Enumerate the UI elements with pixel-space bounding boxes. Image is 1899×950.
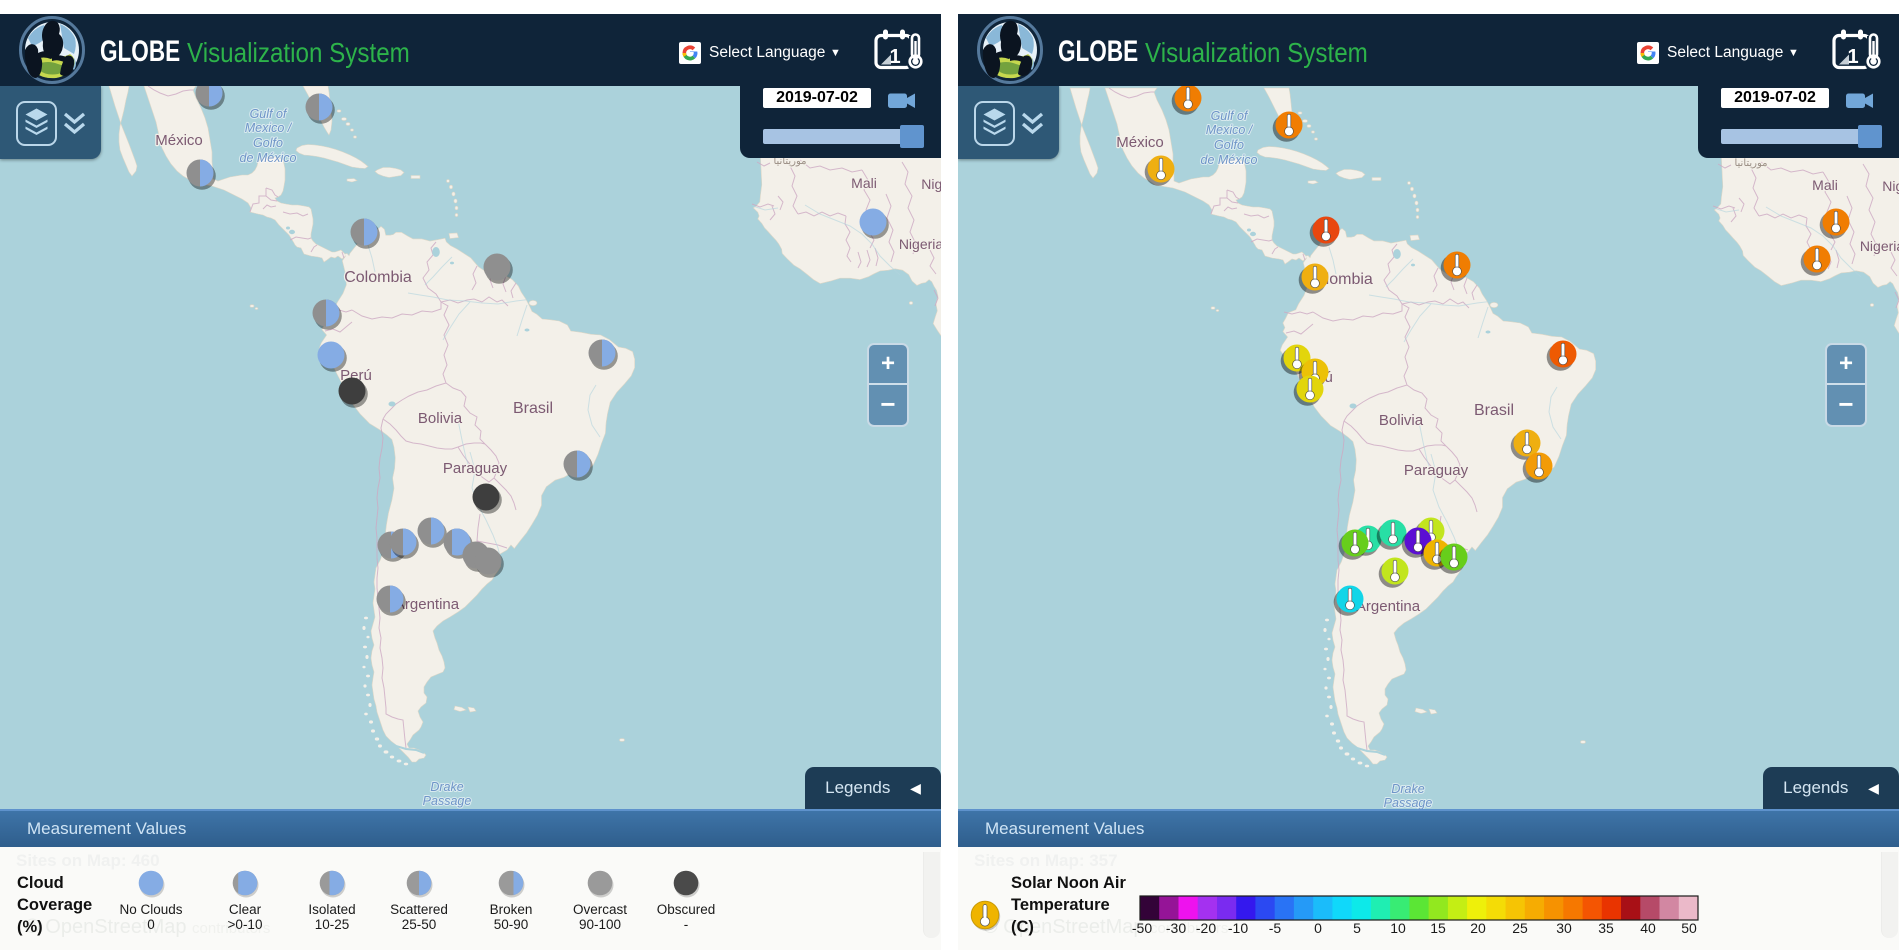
svg-text:Overcast: Overcast [573,902,627,917]
svg-text:0: 0 [147,917,155,932]
svg-text:90-100: 90-100 [579,917,621,932]
svg-text:(%): (%) [17,918,43,936]
svg-text:1: 1 [889,46,900,68]
svg-text:50: 50 [1681,920,1697,936]
svg-text:Coverage: Coverage [17,896,92,914]
svg-text:Sites on Map: 357: Sites on Map: 357 [974,851,1118,870]
svg-text:Scattered: Scattered [390,902,448,917]
svg-text:Broken: Broken [490,902,533,917]
svg-text:5: 5 [1353,920,1361,936]
svg-text:© OpenStreetMap contributors: © OpenStreetMap contributors [25,916,270,938]
svg-text:Solar Noon Air: Solar Noon Air [1011,874,1126,892]
svg-text:30: 30 [1556,920,1572,936]
svg-text:1: 1 [1847,46,1858,68]
svg-text:50-90: 50-90 [494,917,529,932]
svg-text:No Clouds: No Clouds [119,902,182,917]
svg-text:Temperature: Temperature [1011,896,1110,914]
svg-text:(C): (C) [1011,918,1034,936]
svg-text:Clear: Clear [229,902,262,917]
svg-text:-30: -30 [1166,920,1186,936]
svg-text:-5: -5 [1269,920,1282,936]
svg-text:25: 25 [1512,920,1528,936]
svg-text:15: 15 [1430,920,1446,936]
svg-text:Cloud: Cloud [17,874,64,892]
svg-text:10: 10 [1390,920,1406,936]
svg-text:Sites on Map: 460: Sites on Map: 460 [16,851,160,870]
svg-text:© OpenStreetMap contributors: © OpenStreetMap contributors [983,916,1228,938]
svg-text:20: 20 [1470,920,1486,936]
svg-text:0: 0 [1314,920,1322,936]
svg-text:10-25: 10-25 [315,917,350,932]
svg-text:25-50: 25-50 [402,917,437,932]
svg-text:35: 35 [1598,920,1614,936]
svg-text:Obscured: Obscured [657,902,716,917]
svg-text:-: - [684,917,689,932]
svg-text:40: 40 [1640,920,1656,936]
svg-text:>0-10: >0-10 [228,917,263,932]
svg-text:Isolated: Isolated [308,902,355,917]
svg-text:-10: -10 [1228,920,1248,936]
svg-text:-50: -50 [1132,920,1152,936]
svg-text:-20: -20 [1196,920,1216,936]
